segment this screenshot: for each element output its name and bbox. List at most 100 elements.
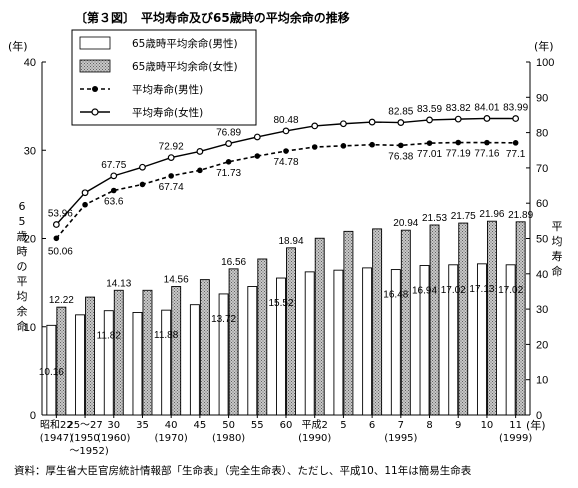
point-male (398, 142, 404, 149)
bar-male (476, 263, 487, 416)
point-male (139, 181, 146, 188)
bar-male (362, 267, 373, 416)
y-right-unit: (年) (534, 39, 554, 53)
label-male-bar: 11.88 (154, 330, 179, 341)
x-tick-label: 50 (222, 420, 235, 431)
x-tick-label: 25〜27 (67, 420, 102, 431)
bar-male (419, 265, 430, 416)
bar-female (372, 228, 383, 416)
x-tick-label: (1947) (40, 433, 73, 444)
label-male-bar: 10.16 (39, 367, 64, 378)
point-female (52, 221, 60, 228)
x-tick-label: 8 (426, 420, 432, 431)
label-female-line: 83.99 (503, 103, 528, 114)
label-female-line: 80.48 (273, 115, 298, 126)
y-left-tick-label: 0 (30, 410, 36, 422)
x-tick-label: 平成2 (302, 419, 328, 431)
point-female (139, 163, 146, 171)
point-female (110, 172, 118, 180)
bar-female (85, 296, 96, 416)
bar-female (113, 289, 124, 416)
point-male (369, 141, 375, 148)
point-female (196, 148, 204, 155)
legend-marker-female-line (91, 108, 99, 116)
legend-marker-male-line (92, 86, 98, 92)
x-tick-label: 60 (280, 420, 293, 431)
bar-female (429, 224, 440, 416)
point-male (283, 148, 289, 154)
point-male (110, 187, 117, 194)
label-male-line: 77.1 (506, 149, 526, 160)
x-tick-label: 35 (136, 420, 149, 431)
label-female-bar: 14.56 (164, 275, 189, 286)
label-male-line: 67.74 (159, 182, 184, 193)
y-left-tick-label: 10 (24, 322, 36, 334)
point-female (512, 115, 520, 122)
y-left-tick-label: 30 (24, 145, 36, 157)
point-female (81, 189, 89, 197)
y-right-tick-label: 90 (536, 92, 548, 104)
legend-label-female-line: 平均寿命(女性) (132, 106, 203, 119)
x-tick-label: (1950 (70, 433, 99, 444)
label-female-bar: 21.96 (479, 209, 504, 220)
label-female-line: 82.85 (388, 107, 413, 118)
label-female-bar: 18.94 (278, 236, 303, 247)
label-female-line: 83.82 (446, 103, 471, 114)
bar-female (56, 306, 67, 416)
bar-male (161, 309, 172, 416)
data-labels: 10.16 12.22 11.82 14.13 11.88 14.56 13.72 16.56… (39, 102, 534, 378)
bar-male (505, 264, 516, 416)
y-right-tick-label: 80 (536, 128, 548, 140)
label-male-line: 77.01 (417, 149, 442, 160)
point-female (253, 133, 261, 141)
label-female-bar: 20.94 (393, 218, 418, 229)
lines (52, 115, 520, 242)
label-male-line: 74.78 (273, 157, 298, 168)
label-female-bar: 14.13 (106, 278, 131, 289)
point-male (426, 140, 433, 146)
legend-label-female-bar: 65歳時平均余命(女性) (132, 60, 238, 73)
point-female (454, 115, 462, 123)
label-male-bar: 16.48 (383, 290, 408, 301)
label-female-line: 84.01 (474, 102, 499, 113)
bar-male (132, 312, 143, 416)
x-unit: (年) (526, 418, 546, 432)
bar-female (199, 279, 210, 416)
legend-swatch-male-bar (79, 36, 111, 50)
label-female-line: 53.96 (48, 209, 73, 220)
label-female-line: 76.89 (216, 128, 241, 139)
y-right-axis-title: 平均寿命 (552, 220, 563, 278)
bar-male (247, 286, 258, 416)
label-female-bar: 16.56 (221, 257, 246, 268)
point-male (455, 139, 462, 146)
bar-female (257, 258, 268, 416)
x-tick-label: 7 (398, 420, 404, 431)
x-tick-label: 〜1952) (69, 446, 108, 457)
legend: 65歳時平均余命(男性) 65歳時平均余命(女性) 平均寿命(男性) 平均寿命(… (71, 29, 257, 126)
point-male (53, 235, 60, 242)
bar-male (448, 264, 459, 416)
bar-female (228, 268, 239, 416)
y-right-tick-label: 10 (536, 375, 548, 387)
bar-female (458, 222, 469, 416)
bar-male (276, 277, 286, 416)
bar-male (333, 269, 344, 416)
point-male (82, 201, 88, 208)
point-female (483, 115, 491, 122)
legend-label-male-bar: 65歳時平均余命(男性) (132, 37, 238, 50)
label-male-line: 76.38 (388, 151, 413, 162)
bar-male (46, 324, 57, 416)
y-right-tick-label: 70 (536, 163, 548, 175)
y-right-tick-label: 50 (536, 234, 548, 246)
label-male-line: 77.16 (474, 149, 499, 160)
point-female (225, 140, 232, 147)
x-tick-label: 30 (107, 420, 120, 431)
point-female (282, 127, 290, 135)
bar-female (286, 247, 296, 416)
point-female (340, 120, 347, 128)
line-female-life-expectancy (55, 117, 516, 225)
point-male (484, 139, 490, 146)
y-left-unit: (年) (8, 39, 28, 53)
label-male-bar: 13.72 (211, 314, 236, 325)
